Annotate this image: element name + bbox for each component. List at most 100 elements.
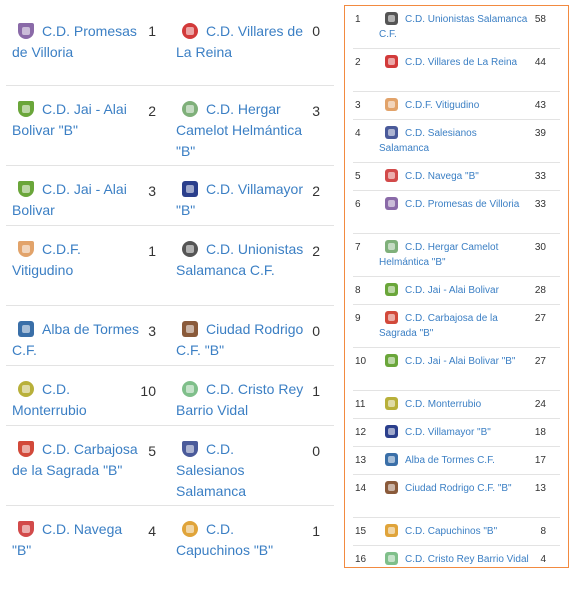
standings-row: 7 C.D. Hergar Camelot Helmántica "B" 30 <box>353 234 560 277</box>
carbajosa-crest-icon <box>385 311 398 324</box>
home-team-link[interactable]: C.D. Promesas de Villoria <box>12 21 140 63</box>
standings-team-link[interactable]: C.D. Salesianos Salamanca <box>379 126 529 156</box>
home-team-name: C.D. Jai - Alai Bolivar "B" <box>12 101 127 138</box>
standings-points: 58 <box>534 14 546 25</box>
standings-position: 16 <box>355 554 367 565</box>
monterrubio-crest-icon <box>18 381 34 397</box>
monterrubio-crest-icon <box>385 397 398 410</box>
capuchinos-crest-icon <box>385 524 398 537</box>
standings-position: 5 <box>355 171 361 182</box>
villares-crest-icon <box>385 55 398 68</box>
standings-team-name: C.D. Unionistas Salamanca C.F. <box>379 14 528 40</box>
standings-team-name: C.D. Monterrubio <box>405 399 482 410</box>
standings-team-name: C.D. Promesas de Villoria <box>405 199 520 210</box>
match-row: C.D. Promesas de Villoria 1 C.D. Villare… <box>6 6 334 86</box>
standings-team-link[interactable]: C.D. Promesas de Villoria <box>379 197 529 212</box>
carbajosa-crest-icon <box>18 441 34 457</box>
home-team-link[interactable]: C.D.F. Vitigudino <box>12 239 140 281</box>
jai-alai-crest-icon <box>18 181 34 197</box>
standings-row: 5 C.D. Navega "B" 33 <box>353 163 560 191</box>
standings-team-name: C.D. Capuchinos "B" <box>405 526 498 537</box>
villamayor-crest-icon <box>385 425 398 438</box>
standings-position: 7 <box>355 242 361 253</box>
villares-crest-icon <box>182 23 198 39</box>
away-team-link[interactable]: C.D. Cristo Rey Barrio Vidal <box>176 379 304 421</box>
standings-team-link[interactable]: C.D. Villamayor "B" <box>379 425 529 440</box>
home-score: 2 <box>148 103 156 119</box>
standings-team-name: C.D. Navega "B" <box>405 171 479 182</box>
standings-team-link[interactable]: C.D. Cristo Rey Barrio Vidal <box>379 552 529 567</box>
standings-points: 44 <box>534 57 546 68</box>
hergar-crest-icon <box>385 240 398 253</box>
standings-points: 27 <box>534 313 546 324</box>
away-team-link[interactable]: C.D. Villamayor "B" <box>176 179 304 221</box>
away-team-name: C.D. Villares de La Reina <box>176 23 304 60</box>
home-team-link[interactable]: C.D. Jai - Alai Bolivar "B" <box>12 99 140 141</box>
away-team-link[interactable]: C.D. Villares de La Reina <box>176 21 304 63</box>
standings-team-link[interactable]: C.D.F. Vitigudino <box>379 98 529 113</box>
match-row: C.D. Carbajosa de la Sagrada "B" 5 C.D. … <box>6 426 334 506</box>
standings-position: 6 <box>355 199 361 210</box>
capuchinos-crest-icon <box>182 521 198 537</box>
away-team-link[interactable]: C.D. Unionistas Salamanca C.F. <box>176 239 304 281</box>
standings-team-link[interactable]: C.D. Capuchinos "B" <box>379 524 529 539</box>
standings-row: 10 C.D. Jai - Alai Bolivar "B" 27 <box>353 348 560 391</box>
standings-team-link[interactable]: C.D. Carbajosa de la Sagrada "B" <box>379 311 529 341</box>
home-team-link[interactable]: C.D. Monterrubio <box>12 379 140 421</box>
standings-points: 33 <box>534 199 546 210</box>
standings-points: 24 <box>534 399 546 410</box>
ciudad-rodrigo-crest-icon <box>385 481 398 494</box>
standings-points: 30 <box>534 242 546 253</box>
standings-team-link[interactable]: C.D. Monterrubio <box>379 397 529 412</box>
home-score: 1 <box>148 243 156 259</box>
standings-team-name: C.D. Jai - Alai Bolivar <box>405 285 499 296</box>
home-team-link[interactable]: Alba de Tormes C.F. <box>12 319 140 361</box>
league-standings-table: 1 C.D. Unionistas Salamanca C.F. 58 2 C.D. V… <box>344 5 569 568</box>
standings-team-name: C.D.F. Vitigudino <box>405 100 480 111</box>
standings-row: 11 C.D. Monterrubio 24 <box>353 391 560 419</box>
away-team-link[interactable]: C.D. Capuchinos "B" <box>176 519 304 561</box>
standings-team-link[interactable]: Alba de Tormes C.F. <box>379 453 529 468</box>
match-results-list: C.D. Promesas de Villoria 1 C.D. Villare… <box>6 6 334 565</box>
away-score: 2 <box>312 183 320 199</box>
standings-points: 39 <box>534 128 546 139</box>
standings-team-name: Alba de Tormes C.F. <box>405 455 495 466</box>
standings-team-link[interactable]: C.D. Navega "B" <box>379 169 529 184</box>
villamayor-crest-icon <box>182 181 198 197</box>
away-team-link[interactable]: C.D. Hergar Camelot Helmántica "B" <box>176 99 304 162</box>
cristo-rey-crest-icon <box>385 552 398 565</box>
away-team-link[interactable]: C.D. Salesianos Salamanca <box>176 439 304 502</box>
ciudad-rodrigo-crest-icon <box>182 321 198 337</box>
standings-position: 1 <box>355 14 361 25</box>
away-team-name: C.D. Cristo Rey Barrio Vidal <box>176 381 304 418</box>
standings-team-link[interactable]: C.D. Jai - Alai Bolivar "B" <box>379 354 529 369</box>
standings-team-link[interactable]: Ciudad Rodrigo C.F. "B" <box>379 481 529 496</box>
standings-position: 11 <box>355 399 366 410</box>
alba-tormes-crest-icon <box>385 453 398 466</box>
jai-alai-crest-icon <box>385 354 398 367</box>
standings-points: 43 <box>534 100 546 111</box>
navega-crest-icon <box>385 169 398 182</box>
standings-row: 2 C.D. Villares de La Reina 44 <box>353 49 560 92</box>
standings-row: 3 C.D.F. Vitigudino 43 <box>353 92 560 120</box>
standings-row: 14 Ciudad Rodrigo C.F. "B" 13 <box>353 475 560 518</box>
standings-team-link[interactable]: C.D. Hergar Camelot Helmántica "B" <box>379 240 529 270</box>
standings-team-link[interactable]: C.D. Jai - Alai Bolivar <box>379 283 529 298</box>
home-team-link[interactable]: C.D. Navega "B" <box>12 519 140 561</box>
standings-points: 33 <box>534 171 546 182</box>
home-score: 3 <box>148 183 156 199</box>
standings-points: 13 <box>534 483 546 494</box>
unionistas-crest-icon <box>385 12 398 25</box>
home-team-link[interactable]: C.D. Carbajosa de la Sagrada "B" <box>12 439 140 481</box>
home-team-link[interactable]: C.D. Jai - Alai Bolivar <box>12 179 140 221</box>
standings-row: 12 C.D. Villamayor "B" 18 <box>353 419 560 447</box>
match-row: C.D.F. Vitigudino 1 C.D. Unionistas Sala… <box>6 226 334 306</box>
standings-points: 8 <box>540 526 546 537</box>
standings-team-link[interactable]: C.D. Villares de La Reina <box>379 55 529 70</box>
match-row: Alba de Tormes C.F. 3 Ciudad Rodrigo C.F… <box>6 306 334 366</box>
away-team-name: C.D. Capuchinos "B" <box>176 521 274 558</box>
standings-points: 18 <box>534 427 546 438</box>
standings-team-link[interactable]: C.D. Unionistas Salamanca C.F. <box>379 12 529 42</box>
away-team-link[interactable]: Ciudad Rodrigo C.F. "B" <box>176 319 304 361</box>
home-score: 1 <box>148 23 156 39</box>
